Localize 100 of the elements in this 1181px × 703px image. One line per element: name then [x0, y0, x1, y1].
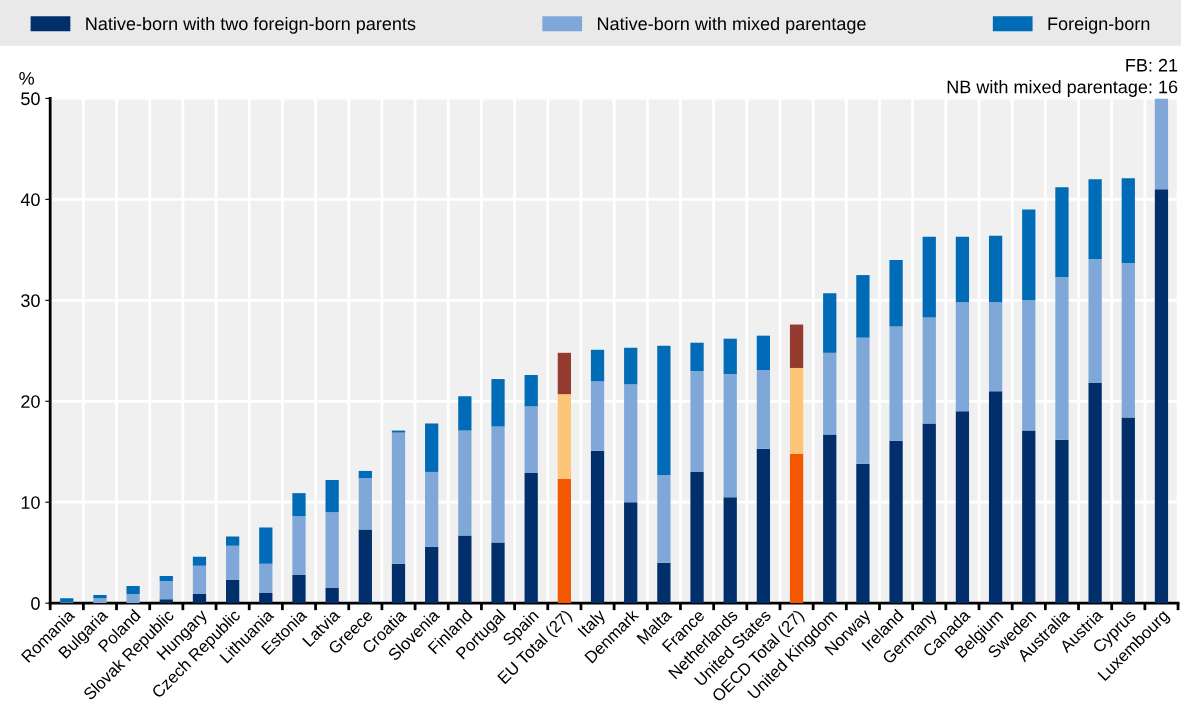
bar — [358, 529, 372, 604]
bar — [823, 434, 837, 604]
bar — [690, 370, 704, 472]
bar — [557, 479, 571, 604]
bar — [657, 562, 671, 604]
bar — [690, 342, 704, 371]
bar — [458, 430, 472, 536]
bar — [988, 302, 1003, 392]
bar — [226, 536, 240, 546]
bar — [756, 369, 771, 449]
bar — [1088, 179, 1102, 259]
bar — [192, 565, 207, 595]
bar — [1055, 277, 1069, 440]
bar — [1055, 439, 1069, 604]
bar — [524, 472, 538, 604]
bar — [922, 423, 936, 604]
bar — [955, 411, 970, 604]
bar — [391, 430, 406, 433]
bar — [823, 352, 837, 435]
bar — [955, 302, 970, 412]
bar — [192, 594, 207, 604]
bar — [856, 463, 870, 604]
bar — [557, 394, 571, 479]
text: NB with mixed parentage: 16 — [947, 80, 1178, 97]
bar — [889, 259, 903, 327]
bar — [358, 478, 372, 530]
bar — [1022, 209, 1036, 301]
y-tick-label: 40 — [20, 193, 40, 207]
bar — [292, 516, 306, 575]
bar — [789, 324, 804, 368]
bar — [657, 345, 671, 475]
bar — [1154, 189, 1169, 604]
bar — [325, 512, 339, 589]
bar — [1022, 300, 1036, 431]
bar — [425, 471, 439, 547]
bar — [458, 535, 472, 604]
bar — [1055, 187, 1069, 278]
y-tick-label: 20 — [21, 395, 40, 408]
y-tick-label: 10 — [21, 496, 40, 509]
bar — [1154, 98, 1169, 190]
bar — [789, 453, 804, 604]
bar — [789, 367, 804, 454]
bar — [557, 352, 571, 395]
bar — [624, 347, 638, 385]
bar — [690, 471, 704, 604]
bar — [590, 450, 605, 604]
bar — [159, 599, 173, 604]
y-tick-label: 30 — [21, 294, 40, 308]
bar — [126, 586, 140, 595]
text: FB: 21 — [1126, 58, 1178, 72]
bar — [889, 440, 903, 604]
bar — [259, 563, 273, 594]
bar — [922, 317, 936, 424]
bar — [292, 493, 306, 517]
bar — [823, 293, 837, 353]
bar — [524, 375, 538, 407]
bar — [624, 502, 638, 604]
y-tick-label: 50 — [21, 92, 40, 106]
bar — [325, 588, 339, 604]
legend-label: Foreign-born — [1048, 16, 1150, 34]
bar — [889, 326, 903, 441]
bar — [756, 335, 771, 370]
bar — [856, 337, 870, 464]
bar — [723, 497, 737, 604]
bar — [1022, 430, 1036, 604]
bar — [491, 542, 505, 604]
bar — [259, 593, 273, 604]
y-tick-label: 0 — [31, 597, 40, 610]
bar — [922, 236, 936, 318]
bar — [458, 396, 472, 431]
bar — [1121, 178, 1135, 263]
bar — [325, 480, 339, 513]
bar — [292, 574, 306, 604]
bar — [93, 598, 107, 604]
bar — [60, 598, 74, 603]
bar — [226, 545, 240, 580]
bar — [624, 384, 638, 503]
bar — [226, 579, 240, 604]
bar — [358, 470, 372, 478]
bar — [159, 580, 173, 600]
bar — [657, 474, 671, 563]
bar — [126, 594, 140, 604]
bar — [1088, 383, 1102, 604]
bar — [425, 423, 439, 472]
bar — [391, 432, 406, 564]
y-axis-title: % — [19, 72, 35, 85]
bar — [1088, 258, 1102, 384]
bar — [391, 563, 406, 604]
bar — [756, 448, 771, 604]
bar — [590, 381, 605, 451]
legend-label: Native-born with two foreign-born parents — [86, 16, 416, 34]
bar — [988, 235, 1003, 303]
bar — [1121, 417, 1135, 604]
bar — [491, 426, 505, 543]
bar — [723, 338, 737, 375]
bar — [425, 546, 439, 604]
bar — [988, 391, 1003, 604]
bar — [524, 406, 538, 473]
bar — [723, 374, 737, 498]
bar — [93, 595, 107, 599]
